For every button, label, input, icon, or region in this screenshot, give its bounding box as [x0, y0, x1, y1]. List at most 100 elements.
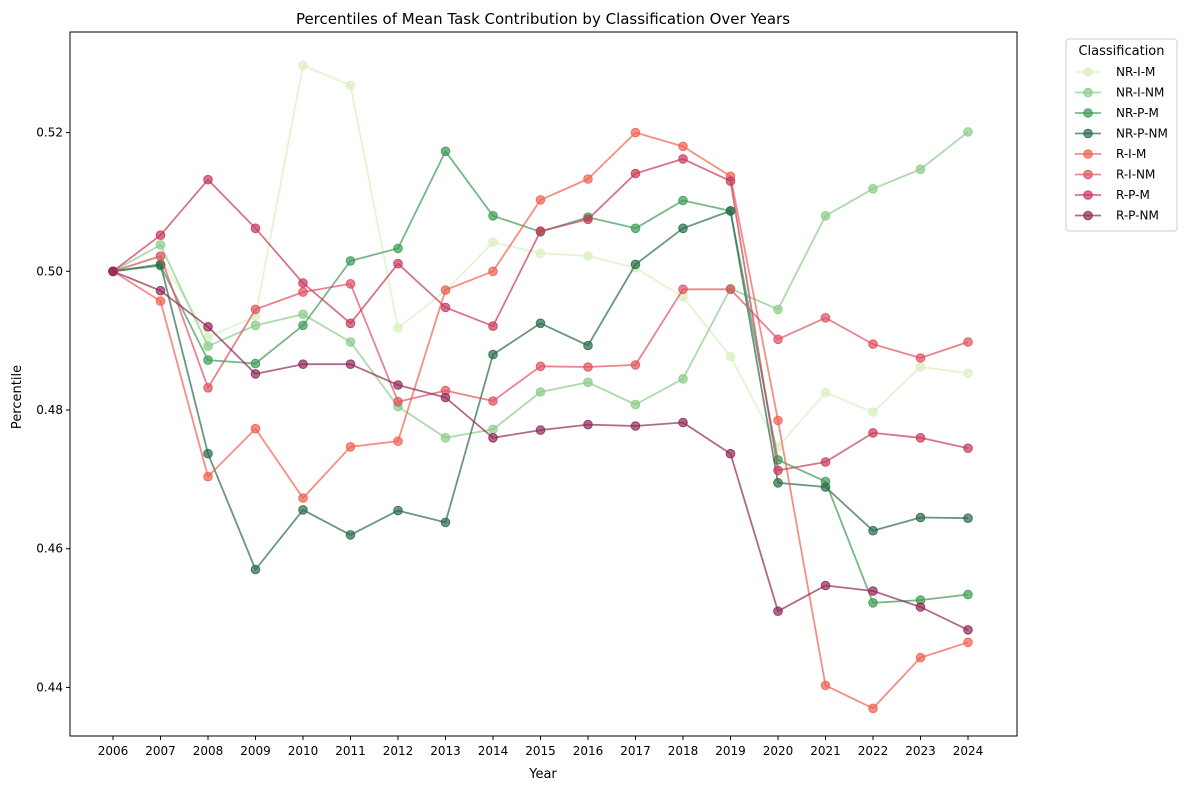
x-tick-label: 2009: [240, 744, 271, 758]
data-point: [583, 377, 593, 388]
data-point: [773, 415, 783, 426]
data-point: [250, 369, 261, 379]
legend-box: [1065, 38, 1178, 232]
data-point: [915, 512, 926, 523]
data-point: [868, 428, 878, 438]
legend-marker: [1083, 87, 1093, 98]
data-point: [250, 423, 261, 434]
x-tick-label: 2024: [953, 744, 984, 758]
data-point: [963, 625, 973, 635]
x-tick-label: 2013: [430, 744, 461, 758]
data-point: [630, 223, 641, 234]
y-axis-label: Percentile: [10, 365, 25, 429]
legend-marker: [1083, 67, 1093, 77]
data-point: [678, 417, 688, 428]
data-point: [488, 237, 498, 247]
legend-marker: [1083, 190, 1093, 200]
data-point: [630, 360, 641, 370]
data-point: [203, 341, 213, 352]
x-tick-label: 2018: [668, 744, 699, 758]
data-point: [298, 320, 308, 331]
y-tick-label: 0.44: [36, 680, 63, 694]
data-point: [488, 396, 498, 406]
data-point: [725, 448, 736, 459]
data-point: [678, 154, 688, 164]
data-point: [345, 530, 356, 540]
data-point: [820, 680, 831, 691]
legend-item: R-I-NM: [1075, 168, 1155, 182]
data-point: [488, 266, 498, 277]
data-point: [440, 146, 451, 157]
data-point: [583, 174, 593, 184]
data-point: [820, 482, 831, 492]
data-point: [488, 349, 498, 360]
data-point: [773, 334, 783, 345]
data-point: [345, 256, 356, 266]
data-point: [773, 478, 783, 488]
data-point: [440, 433, 451, 443]
data-point: [345, 337, 356, 347]
data-point: [820, 387, 831, 398]
data-point: [345, 318, 356, 329]
data-point: [630, 259, 641, 270]
data-point: [203, 448, 213, 459]
data-point: [203, 355, 213, 365]
data-point: [488, 211, 498, 221]
x-tick-label: 2015: [525, 744, 556, 758]
data-point: [393, 323, 403, 334]
data-point: [298, 309, 308, 320]
data-point: [915, 433, 926, 443]
data-point: [820, 457, 831, 467]
data-point: [488, 424, 498, 435]
data-point: [583, 419, 593, 430]
data-point: [535, 318, 546, 329]
plot-area: 2006 2007 2008 2009 2010 2011 2012 2013 2014 2015…: [36, 31, 1018, 758]
data-point: [915, 353, 926, 363]
data-point: [298, 493, 308, 503]
data-point: [155, 285, 166, 296]
data-point: [393, 436, 403, 447]
data-point: [915, 602, 926, 612]
data-point: [440, 302, 451, 313]
data-point: [298, 287, 308, 297]
data-point: [773, 465, 783, 476]
data-point: [298, 60, 308, 71]
data-point: [108, 266, 118, 277]
data-point: [868, 184, 878, 194]
data-point: [630, 127, 641, 138]
legend-marker: [1083, 108, 1093, 118]
data-point: [535, 387, 546, 397]
y-tick-label: 0.50: [36, 264, 63, 278]
x-tick-label: 2022: [858, 744, 889, 758]
data-point: [678, 141, 688, 152]
legend-item: NR-I-M: [1075, 65, 1155, 79]
data-point: [868, 339, 878, 349]
data-point: [393, 243, 403, 254]
x-tick-label: 2017: [620, 744, 651, 758]
data-point: [630, 399, 641, 410]
x-axis-label: Year: [528, 767, 557, 782]
data-point: [725, 351, 736, 362]
data-point: [963, 637, 973, 648]
data-point: [963, 337, 973, 347]
data-point: [583, 251, 593, 261]
legend-label: NR-P-M: [1116, 106, 1159, 120]
data-point: [535, 248, 546, 259]
data-point: [203, 322, 213, 332]
data-point: [630, 168, 641, 179]
y-tick-label: 0.46: [36, 542, 63, 556]
data-point: [773, 304, 783, 315]
data-point: [915, 362, 926, 372]
data-point: [868, 586, 878, 596]
data-point: [630, 421, 641, 431]
data-point: [678, 223, 688, 234]
data-point: [868, 703, 878, 714]
x-tick-label: 2016: [573, 744, 604, 758]
data-point: [820, 211, 831, 221]
data-point: [250, 564, 261, 575]
data-point: [725, 176, 736, 186]
legend-label: R-P-M: [1116, 188, 1150, 202]
data-point: [155, 296, 166, 306]
data-point: [440, 285, 451, 295]
